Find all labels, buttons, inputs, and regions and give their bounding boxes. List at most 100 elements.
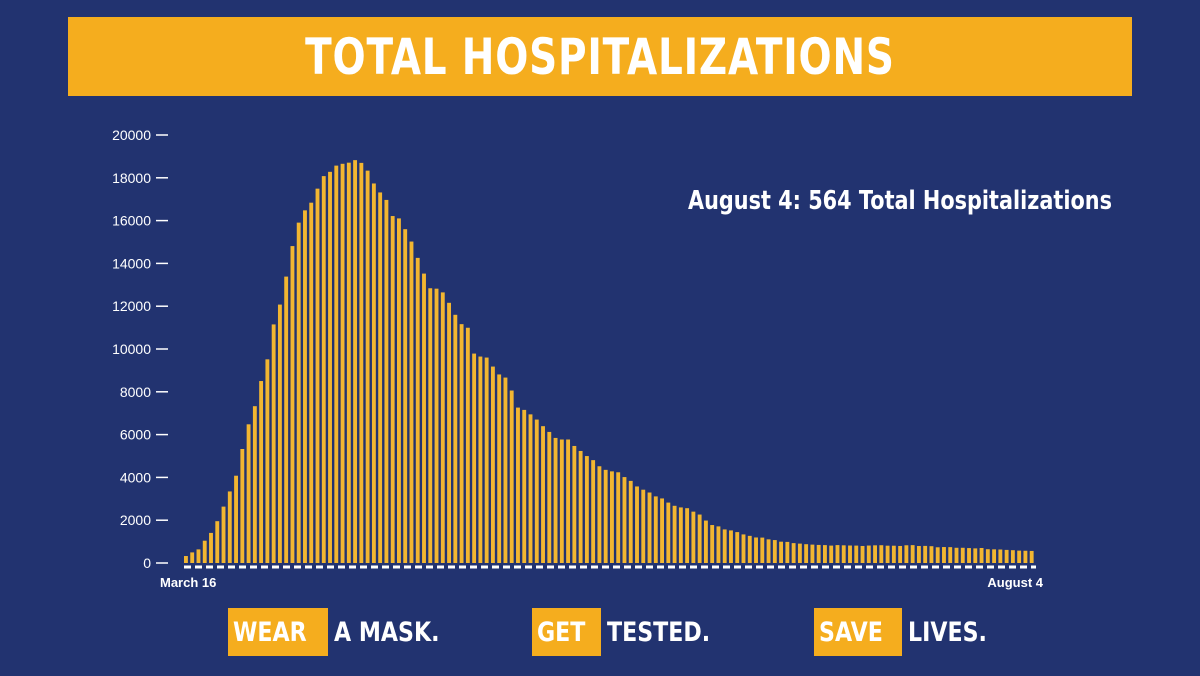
bar: [616, 472, 621, 563]
bar: [384, 199, 389, 563]
slogan-get-tested: GET TESTED.: [532, 608, 733, 656]
bar: [578, 450, 583, 563]
bar: [390, 216, 395, 564]
bar: [967, 548, 971, 563]
bar: [810, 544, 815, 563]
bar: [227, 491, 232, 563]
bar: [534, 419, 539, 563]
bar: [290, 246, 295, 563]
bar: [472, 353, 477, 563]
slogan-highlight: WEAR: [228, 608, 328, 656]
bar: [766, 539, 771, 563]
bar: [209, 532, 213, 563]
bar: [835, 545, 840, 563]
bar: [710, 525, 715, 563]
chart-title: TOTAL HOSPITALIZATIONS: [305, 27, 895, 86]
bar: [791, 543, 796, 563]
bar: [747, 535, 752, 563]
bar: [572, 445, 577, 563]
bar: [841, 545, 846, 563]
bar: [647, 492, 652, 563]
bar: [603, 469, 608, 563]
bar: [885, 545, 890, 563]
y-tick-label: 20000: [112, 127, 151, 143]
slogan-rest: TESTED.: [607, 616, 711, 648]
bar: [823, 545, 827, 563]
bar: [935, 547, 940, 563]
bar: [478, 356, 483, 563]
bar: [848, 545, 852, 563]
bar: [434, 288, 439, 563]
bar: [591, 460, 596, 563]
bar: [265, 359, 270, 563]
bar: [691, 511, 696, 563]
bar: [785, 541, 790, 563]
y-tick-label: 0: [143, 555, 151, 571]
bar: [503, 377, 508, 563]
bar: [1004, 549, 1009, 563]
bar: [904, 545, 909, 563]
bar: [597, 466, 602, 563]
bar: [365, 170, 370, 563]
bar: [541, 426, 545, 563]
bar: [528, 414, 533, 563]
bar: [923, 545, 928, 563]
bar: [716, 526, 721, 563]
bar: [240, 449, 245, 563]
bar: [960, 547, 965, 563]
bar: [973, 548, 978, 563]
bar: [703, 520, 708, 563]
bar: [221, 506, 226, 563]
bar: [1010, 550, 1015, 563]
bar: [459, 324, 464, 563]
bar: [741, 534, 746, 563]
bar: [910, 545, 915, 563]
bar: [196, 549, 201, 563]
y-tick-label: 8000: [120, 384, 151, 400]
bar: [873, 545, 877, 563]
latest-annotation: August 4: 564 Total Hospitalizations: [688, 186, 1112, 216]
bar: [879, 545, 884, 563]
bar: [409, 241, 414, 564]
bar: [635, 486, 639, 563]
slogan-highlight-text: GET: [537, 616, 586, 648]
bar: [628, 480, 633, 563]
x-start-label: March 16: [160, 575, 216, 590]
y-tick-label: 12000: [112, 298, 151, 314]
slogan-highlight: GET: [532, 608, 602, 656]
y-tick-label: 6000: [120, 427, 151, 443]
bar: [916, 545, 921, 563]
bar: [259, 381, 264, 563]
bar: [622, 477, 627, 563]
bar: [1017, 550, 1022, 563]
y-tick-label: 10000: [112, 341, 151, 357]
bar: [942, 547, 946, 563]
bar: [985, 549, 990, 563]
bar: [547, 431, 552, 563]
y-tick-label: 14000: [112, 255, 151, 271]
bar: [685, 508, 690, 563]
bar: [772, 540, 777, 563]
bar: [729, 530, 733, 563]
bar: [979, 548, 984, 563]
bar: [1029, 550, 1034, 563]
bar: [660, 498, 664, 563]
bar: [735, 532, 740, 563]
bar: [816, 544, 821, 563]
bar: [641, 489, 646, 563]
bar: [453, 314, 458, 563]
bar: [428, 288, 433, 563]
bar: [797, 543, 802, 563]
bar: [371, 183, 376, 563]
bar: [340, 163, 345, 564]
bar: [678, 507, 683, 563]
bar: [992, 549, 997, 563]
bar: [321, 176, 326, 564]
bar: [271, 324, 276, 563]
y-tick-label: 2000: [120, 512, 151, 528]
slogan-wear-a-mask: WEAR A MASK.: [228, 608, 463, 656]
bar: [1023, 550, 1028, 563]
slogan-highlight-text: SAVE: [819, 616, 883, 648]
bar: [722, 529, 727, 563]
